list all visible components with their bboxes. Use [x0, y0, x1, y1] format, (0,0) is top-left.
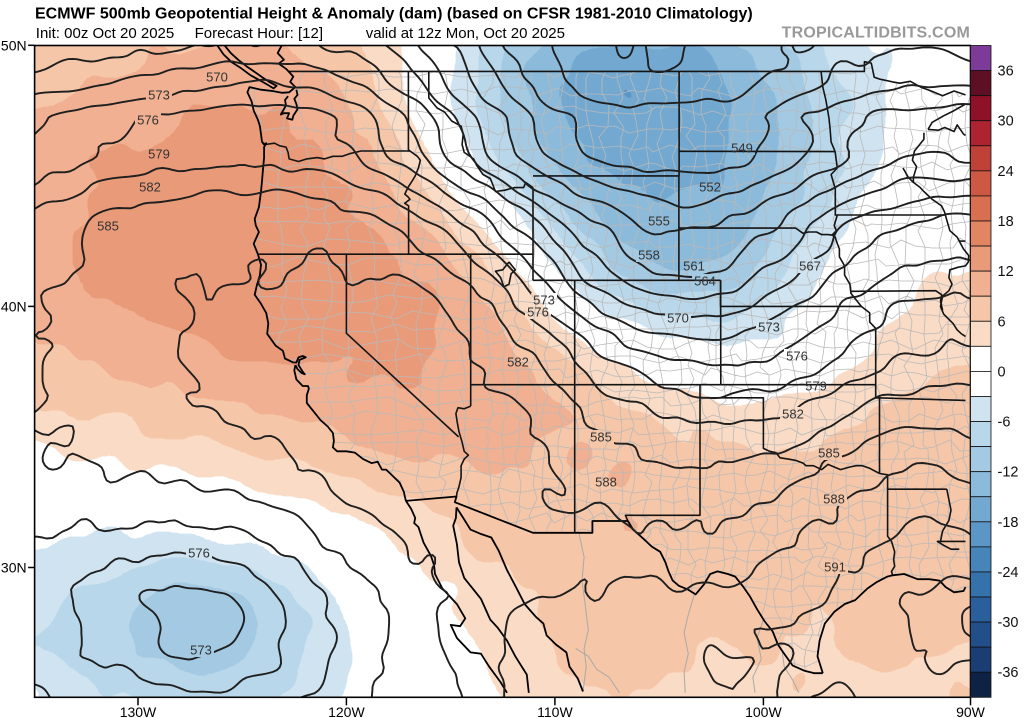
- svg-text:110W: 110W: [537, 704, 573, 718]
- svg-text:576: 576: [137, 113, 159, 128]
- svg-text:579: 579: [805, 379, 827, 394]
- svg-text:573: 573: [533, 293, 555, 308]
- svg-text:-6: -6: [998, 415, 1011, 431]
- svg-text:valid at 12z Mon, Oct 20 2025: valid at 12z Mon, Oct 20 2025: [366, 25, 565, 42]
- svg-text:588: 588: [595, 475, 617, 490]
- svg-text:-18: -18: [998, 515, 1019, 531]
- svg-text:ECMWF 500mb Geopotential Heigh: ECMWF 500mb Geopotential Height & Anomal…: [35, 6, 753, 23]
- svg-text:552: 552: [699, 180, 721, 195]
- svg-text:570: 570: [206, 70, 228, 85]
- svg-text:579: 579: [148, 147, 170, 162]
- svg-text:100W: 100W: [745, 704, 782, 718]
- svg-text:555: 555: [648, 214, 670, 229]
- svg-text:120W: 120W: [328, 704, 365, 718]
- svg-text:576: 576: [786, 349, 808, 364]
- svg-text:558: 558: [638, 248, 660, 263]
- svg-text:-24: -24: [998, 565, 1019, 581]
- svg-text:Init: 00z Oct 20 2025: Init: 00z Oct 20 2025: [36, 25, 174, 42]
- svg-text:36: 36: [998, 64, 1014, 80]
- svg-text:-12: -12: [998, 465, 1019, 481]
- svg-text:12: 12: [998, 264, 1014, 280]
- svg-text:50N: 50N: [1, 37, 27, 53]
- svg-text:TROPICALTIDBITS.COM: TROPICALTIDBITS.COM: [782, 25, 970, 42]
- svg-text:585: 585: [590, 430, 612, 445]
- svg-text:-36: -36: [998, 665, 1019, 681]
- svg-text:582: 582: [782, 407, 804, 422]
- svg-text:573: 573: [758, 320, 780, 335]
- svg-text:570: 570: [667, 311, 689, 326]
- svg-text:6: 6: [998, 314, 1006, 330]
- svg-text:573: 573: [190, 643, 212, 658]
- svg-text:30: 30: [998, 114, 1014, 130]
- svg-text:564: 564: [694, 274, 716, 289]
- svg-text:0: 0: [998, 364, 1006, 380]
- svg-text:561: 561: [683, 259, 705, 274]
- svg-text:591: 591: [824, 560, 846, 575]
- svg-text:588: 588: [823, 492, 845, 507]
- svg-text:573: 573: [148, 88, 170, 103]
- svg-text:40N: 40N: [1, 298, 27, 314]
- svg-text:582: 582: [139, 180, 161, 195]
- svg-text:582: 582: [507, 355, 529, 370]
- svg-text:90W: 90W: [956, 704, 986, 718]
- svg-text:24: 24: [998, 164, 1014, 180]
- svg-text:18: 18: [998, 214, 1014, 230]
- svg-text:-30: -30: [998, 615, 1019, 631]
- svg-text:585: 585: [97, 219, 119, 234]
- svg-text:Forecast Hour: [12]: Forecast Hour: [12]: [195, 25, 323, 42]
- svg-text:130W: 130W: [120, 704, 157, 718]
- svg-text:567: 567: [799, 259, 821, 274]
- svg-text:585: 585: [818, 446, 840, 461]
- svg-text:549: 549: [731, 141, 753, 156]
- svg-text:576: 576: [188, 546, 210, 561]
- svg-text:576: 576: [527, 305, 549, 320]
- svg-text:30N: 30N: [1, 560, 27, 576]
